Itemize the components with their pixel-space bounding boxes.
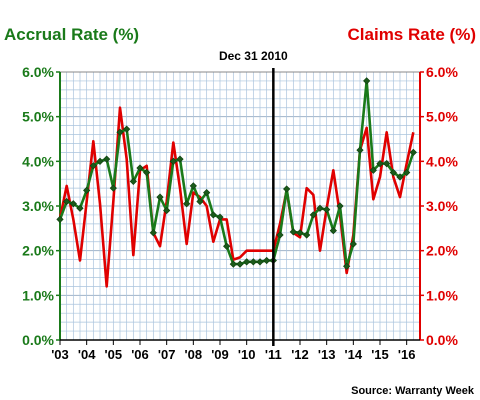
x-tick-label: '06: [131, 347, 149, 362]
accrual-marker: [363, 77, 371, 85]
accrual-marker: [96, 157, 104, 165]
x-tick-label: '03: [51, 347, 69, 362]
accrual-marker: [283, 185, 291, 193]
accrual-marker: [229, 260, 237, 268]
accrual-marker: [316, 204, 324, 212]
x-tick-label: '07: [158, 347, 176, 362]
accrual-marker: [76, 204, 84, 212]
right-y-tick-label: 3.0%: [426, 198, 458, 214]
accrual-series: [56, 77, 417, 270]
accrual-marker: [109, 184, 117, 192]
left-y-tick-label: 3.0%: [22, 198, 54, 214]
accrual-marker: [189, 182, 197, 190]
accrual-marker: [296, 229, 304, 237]
accrual-marker: [176, 155, 184, 163]
accrual-marker: [143, 168, 151, 177]
accrual-marker: [249, 258, 257, 266]
accrual-marker: [203, 188, 211, 197]
left-y-tick-label: 0.0%: [22, 332, 54, 348]
accrual-marker: [216, 213, 224, 221]
right-y-tick-label: 0.0%: [426, 332, 458, 348]
x-tick-label: '05: [105, 347, 123, 362]
x-tick-label: '09: [211, 347, 229, 362]
left-y-tick-label: 4.0%: [22, 153, 54, 169]
accrual-marker: [256, 258, 264, 266]
accrual-marker: [136, 164, 144, 172]
accrual-marker: [223, 242, 231, 250]
right-y-tick-label: 5.0%: [426, 109, 458, 125]
right-y-tick-label: 6.0%: [426, 64, 458, 80]
source-note: Source: Warranty Week: [351, 385, 475, 397]
x-tick-label: '11: [265, 347, 282, 362]
series-layer: [56, 77, 417, 288]
accrual-marker: [263, 256, 271, 265]
accrual-marker: [329, 226, 337, 235]
accrual-marker: [389, 168, 397, 177]
accrual-marker: [163, 206, 171, 215]
right-y-axis: 0.0% 1.0% 2.0% 3.0% 4.0% 5.0% 6.0%: [420, 64, 458, 348]
accrual-marker: [243, 258, 251, 266]
accrual-marker: [303, 231, 311, 239]
right-y-tick-label: 2.0%: [426, 243, 458, 259]
accrual-marker: [409, 148, 417, 157]
accrual-marker: [56, 215, 64, 224]
right-axis-title: Claims Rate (%): [348, 25, 476, 44]
accrual-marker: [343, 262, 351, 270]
accrual-marker: [289, 228, 297, 236]
left-y-tick-label: 2.0%: [22, 243, 54, 259]
accrual-marker: [376, 159, 384, 168]
accrual-marker: [349, 240, 357, 248]
left-axis-title: Accrual Rate (%): [4, 25, 139, 44]
left-y-tick-label: 1.0%: [22, 287, 54, 303]
x-tick-label: '13: [318, 347, 336, 362]
x-tick-label: '10: [238, 347, 256, 362]
accrual-marker: [103, 155, 111, 163]
accrual-marker: [89, 162, 97, 170]
accrual-marker: [116, 128, 124, 136]
accrual-marker: [69, 200, 77, 208]
left-y-tick-label: 5.0%: [22, 109, 54, 125]
left-y-tick-label: 6.0%: [22, 64, 54, 80]
right-y-tick-label: 4.0%: [426, 153, 458, 169]
x-tick-label: '12: [291, 347, 309, 362]
accrual-marker: [129, 177, 137, 186]
x-axis: '03 '04 '05 '06 '07 '08 '09 '10 '11 '12 '13 '14 '15 '…: [51, 340, 415, 362]
left-y-axis: 0.0% 1.0% 2.0% 3.0% 4.0% 5.0% 6.0%: [22, 64, 60, 348]
accrual-marker: [196, 197, 204, 206]
accrual-marker: [83, 186, 91, 194]
x-tick-label: '16: [398, 347, 416, 362]
accrual-marker: [383, 159, 391, 168]
accrual-marker: [63, 197, 71, 206]
accrual-marker: [323, 205, 331, 214]
accrual-marker: [309, 211, 317, 219]
x-tick-label: '15: [371, 347, 389, 362]
accrual-marker: [183, 200, 191, 208]
accrual-marker: [403, 168, 411, 177]
accrual-marker: [169, 157, 177, 165]
accrual-marker: [209, 211, 217, 219]
x-tick-label: '08: [185, 347, 203, 362]
accrual-marker: [149, 229, 157, 237]
accrual-marker: [156, 193, 164, 201]
accrual-marker: [369, 166, 377, 174]
accrual-marker: [123, 125, 131, 133]
right-y-tick-label: 1.0%: [426, 287, 458, 303]
accrual-marker: [356, 146, 364, 154]
accrual-marker: [236, 260, 244, 268]
annotation-label: Dec 31 2010: [219, 49, 288, 63]
x-tick-label: '14: [345, 347, 363, 362]
accrual-marker: [396, 173, 404, 181]
accrual-marker: [336, 202, 344, 210]
x-tick-label: '04: [78, 347, 96, 362]
accrual-marker: [276, 231, 284, 239]
